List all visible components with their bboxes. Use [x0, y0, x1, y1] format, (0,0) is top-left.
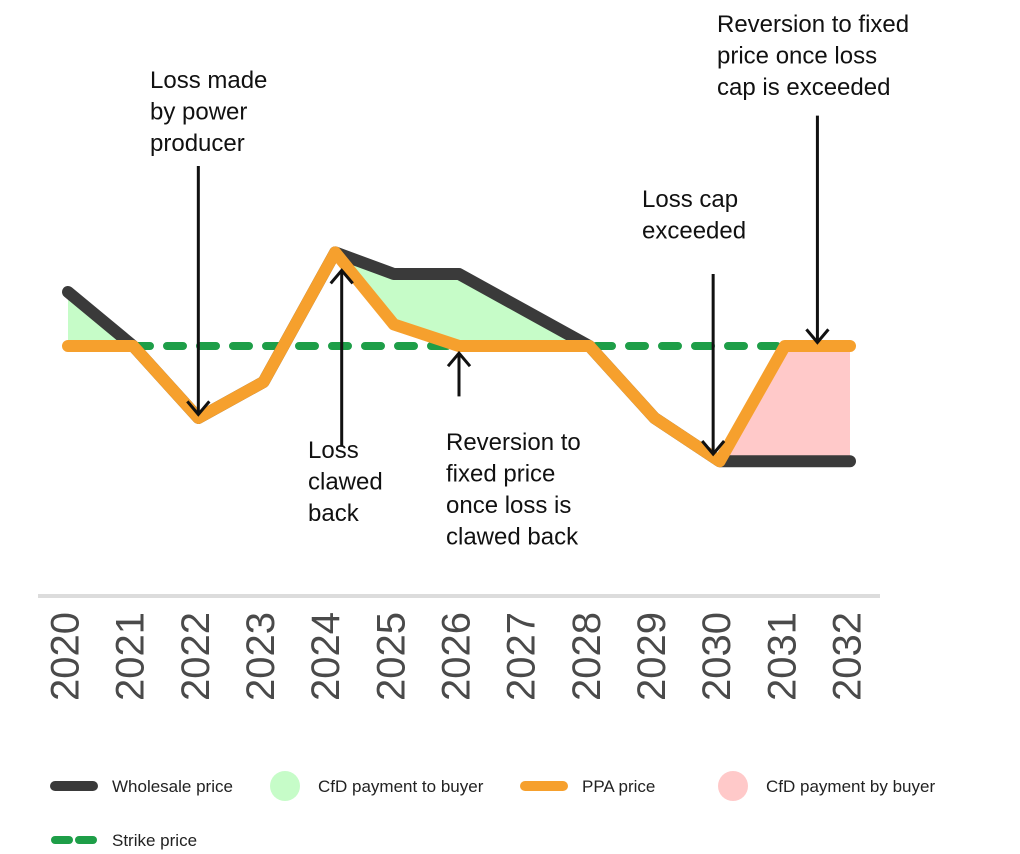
annotation-text: exceeded — [642, 218, 746, 245]
x-tick-label: 2025 — [369, 612, 413, 701]
annotation-text: Reversion to fixed — [717, 11, 909, 38]
annotation-text: Loss cap — [642, 186, 738, 213]
annotation-3: Reversion to fixed price once loss is clawe… — [446, 350, 581, 551]
annotations: Loss made by power producer Loss clawed back R… — [150, 11, 909, 551]
x-axis: 2020 2021 2022 2023 2024 2025 2026 2027 2028 2029… — [38, 594, 880, 701]
annotation-1: Loss made by power producer — [150, 67, 267, 417]
annotation-text: cap is exceeded — [717, 74, 890, 101]
x-tick-label: 2022 — [174, 612, 218, 701]
annotation-text: clawed — [308, 469, 383, 496]
annotation-text: producer — [150, 130, 245, 157]
x-tick-label: 2032 — [826, 612, 870, 701]
legend-item: Strike price — [51, 831, 197, 850]
legend-item: CfD payment by buyer — [718, 771, 935, 801]
annotation-text: Reversion to — [446, 429, 581, 456]
annotation-text: fixed price — [446, 461, 555, 488]
x-tick-label: 2021 — [109, 612, 153, 701]
annotation-arrow-head — [329, 268, 354, 285]
annotation-text: by power — [150, 99, 247, 126]
annotation-text: clawed back — [446, 524, 579, 551]
x-tick-label: 2024 — [304, 612, 348, 701]
annotation-arrow-head — [805, 328, 830, 345]
legend-swatch-dot — [270, 771, 300, 801]
annotation-arrow-head — [701, 440, 726, 457]
x-tick-label: 2027 — [500, 612, 544, 701]
ppa-price-line — [62, 246, 856, 468]
legend-label: CfD payment by buyer — [766, 777, 935, 796]
x-tick-label: 2020 — [44, 612, 88, 701]
annotation-text: Loss — [308, 437, 359, 464]
legend-item: CfD payment to buyer — [270, 771, 484, 801]
legend-label: Strike price — [112, 831, 197, 850]
payment-by-buyer-area-1 — [719, 346, 850, 462]
x-tick-label: 2026 — [435, 612, 479, 701]
annotation-2: Loss clawed back — [308, 268, 383, 527]
x-tick-label: 2029 — [630, 612, 674, 701]
annotation-text: once loss is — [446, 492, 571, 519]
legend-item: PPA price — [520, 777, 655, 796]
annotation-text: back — [308, 500, 360, 527]
annotation-arrow-head — [446, 350, 472, 368]
x-tick-label: 2030 — [695, 612, 739, 701]
legend: Wholesale price CfD payment to buyer PPA p… — [50, 771, 935, 850]
x-tick-label: 2023 — [239, 612, 283, 701]
legend-label: CfD payment to buyer — [318, 777, 484, 796]
annotation-4: Loss cap exceeded — [642, 186, 746, 457]
legend-swatch-dot — [718, 771, 748, 801]
annotation-text: price once loss — [717, 43, 877, 70]
annotation-text: Loss made — [150, 67, 267, 94]
annotation-arrow-head — [186, 400, 211, 417]
x-tick-label: 2031 — [760, 612, 804, 701]
x-tick-label: 2028 — [565, 612, 609, 701]
legend-label: PPA price — [582, 777, 655, 796]
legend-item: Wholesale price — [50, 777, 233, 796]
annotation-5: Reversion to fixed price once loss cap is … — [717, 11, 909, 345]
legend-label: Wholesale price — [112, 777, 233, 796]
